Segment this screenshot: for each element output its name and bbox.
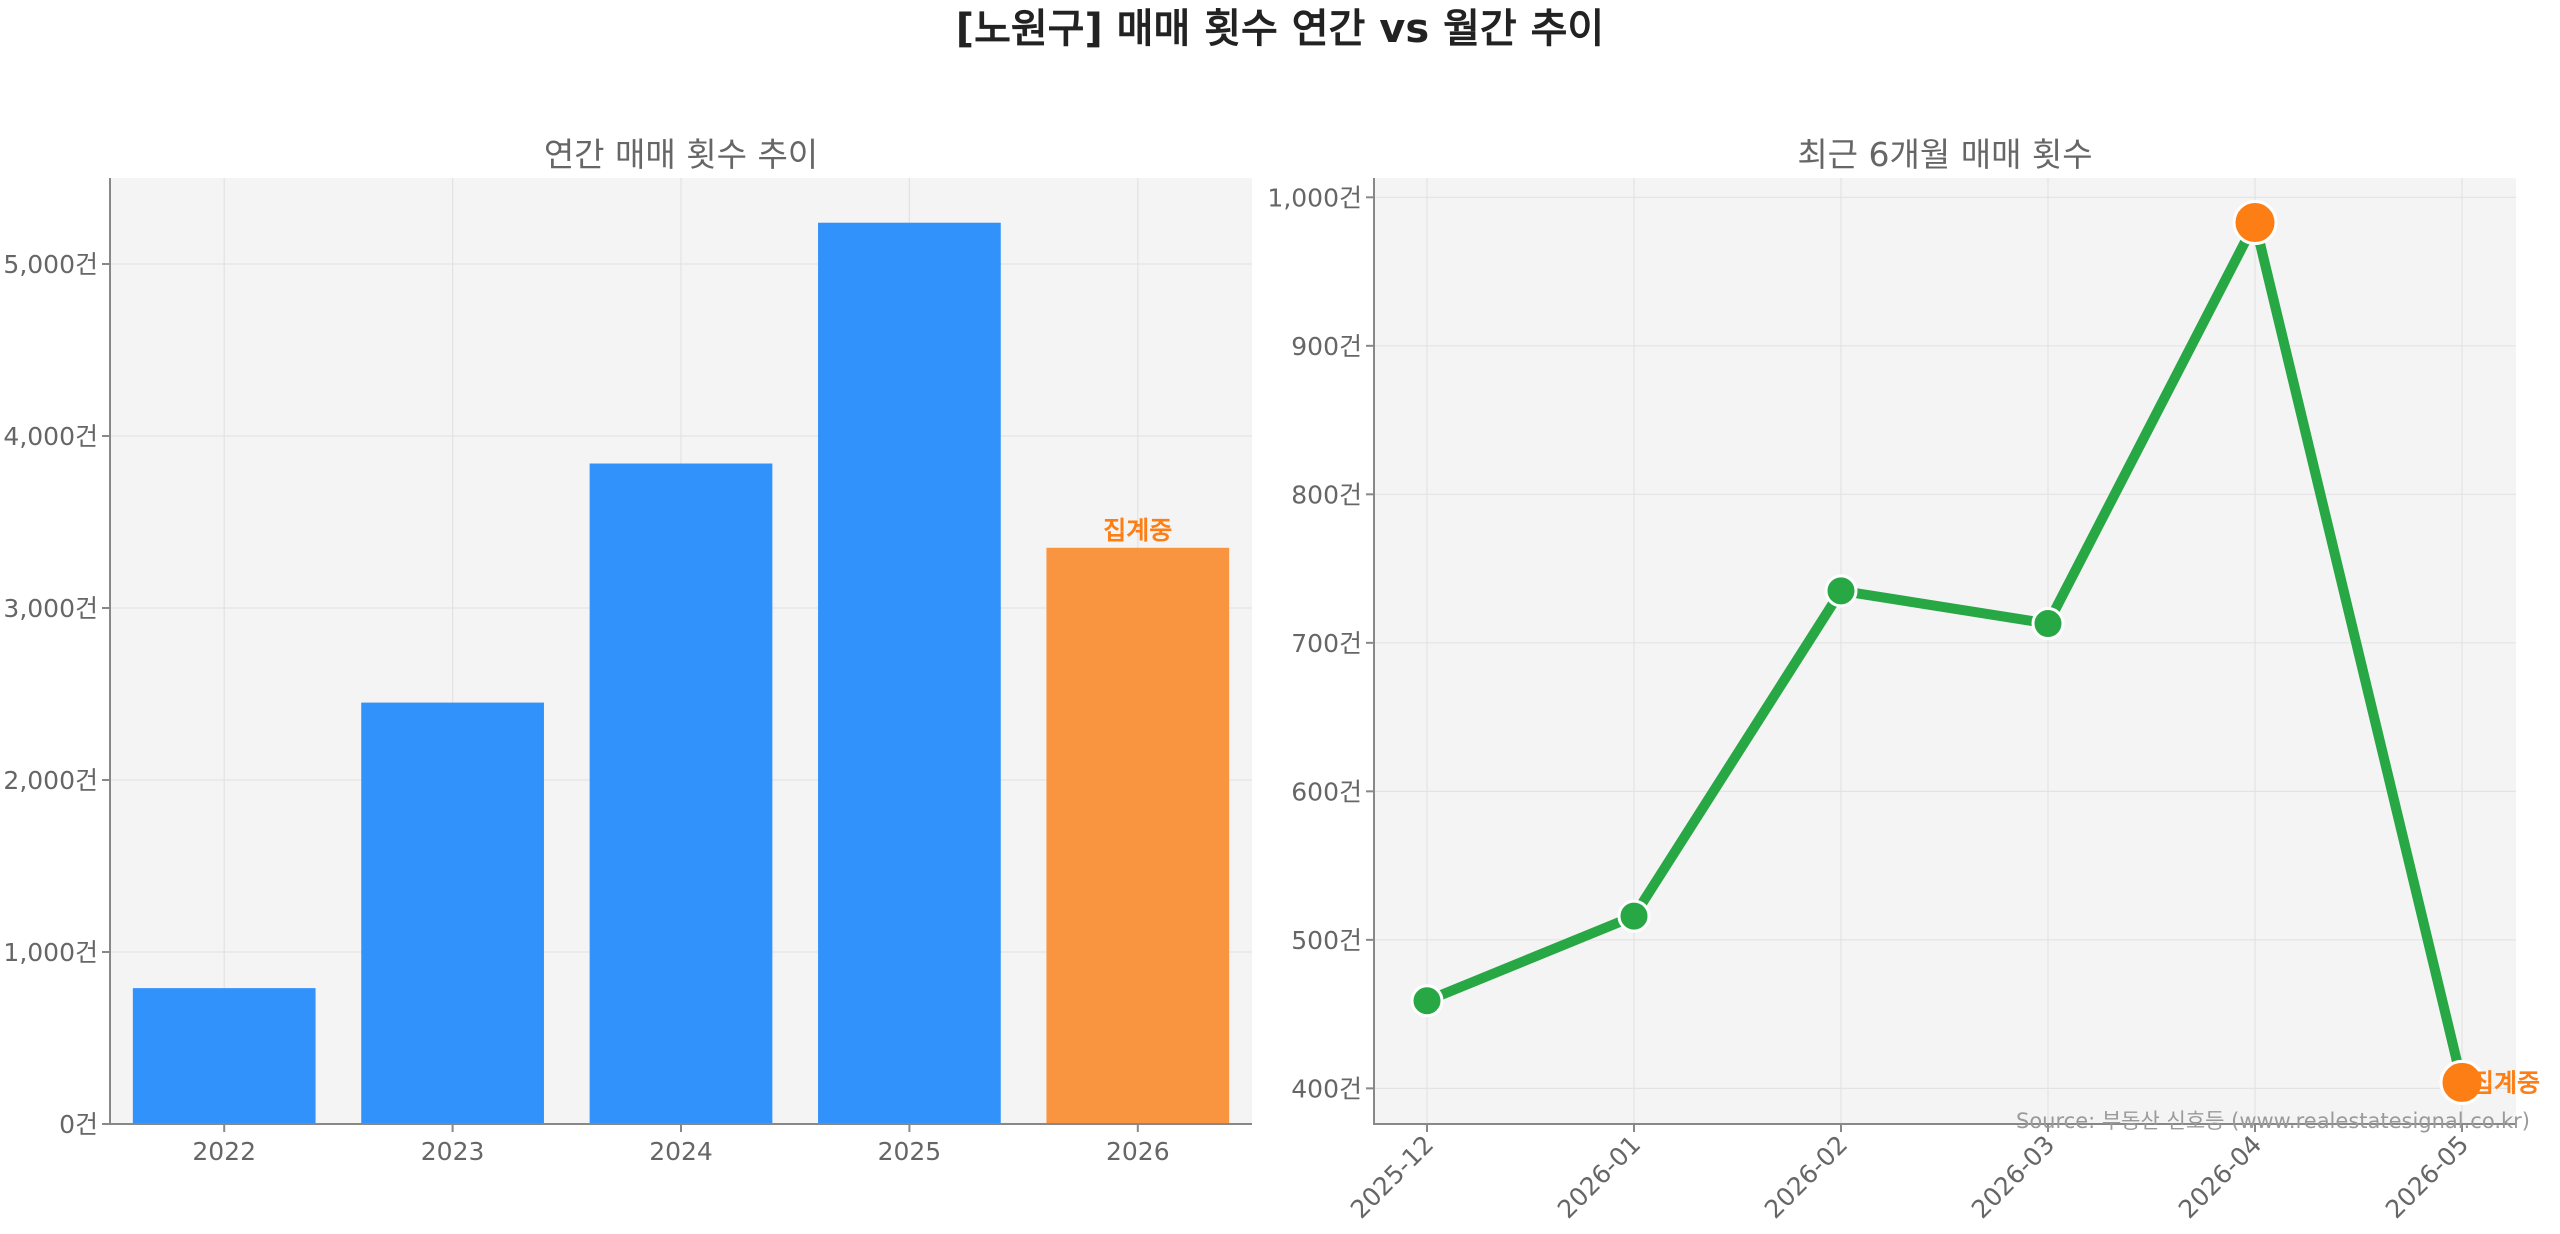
bar-2024	[589, 463, 773, 1124]
line-point-2026-03	[2031, 607, 2065, 641]
bar-x-tick-label: 2024	[649, 1137, 713, 1166]
bar-chart-x-ticks: 2022 2023 2024 2025 2026	[192, 1124, 1170, 1166]
bar-status-label: 집계중	[1103, 516, 1172, 545]
line-chart-series: 집계중	[1410, 200, 2540, 1105]
line-y-tick-label: 700건	[1291, 629, 1362, 658]
bar-y-tick-label: 0건	[59, 1110, 98, 1139]
monthly-line-chart: 집계중 400건 500건 600건 700건 800건 900건 1,000건 2025-…	[1267, 135, 2540, 1224]
line-y-tick-label: 500건	[1291, 926, 1362, 955]
bar-2026	[1046, 547, 1230, 1124]
line-y-tick-label: 1,000건	[1267, 183, 1362, 212]
annual-bar-chart: 집계중 0건 1,000건 2,000건 3,000건 4,000건 5,000건 202…	[3, 135, 1252, 1166]
bar-x-tick-label: 2025	[878, 1137, 942, 1166]
line-point-2025-12	[1410, 984, 1444, 1018]
line-y-tick-label: 900건	[1291, 332, 1362, 361]
line-point-2026-05	[2439, 1059, 2485, 1105]
line-chart-title: 최근 6개월 매매 횟수	[1797, 135, 2092, 174]
source-credit: Source: 부동산 신호등 (www.realestatesignal.co…	[2016, 1109, 2530, 1133]
bar-2025	[818, 222, 1001, 1125]
bar-y-tick-label: 5,000건	[3, 250, 98, 279]
line-chart-y-ticks: 400건 500건 600건 700건 800건 900건 1,000건	[1267, 183, 1374, 1103]
line-point-2026-01	[1617, 899, 1651, 933]
bar-x-tick-label: 2022	[192, 1137, 256, 1166]
bar-y-tick-label: 2,000건	[3, 766, 98, 795]
line-series	[1422, 217, 2467, 1088]
figure-title: [노원구] 매매 횟수 연간 vs 월간 추이	[956, 6, 1604, 52]
line-chart-x-ticks: 2025-12 2026-01 2026-02 2026-03 2026-04 2026-…	[1345, 1124, 2474, 1224]
line-chart-plot-area	[1374, 178, 2516, 1124]
bar-chart-title: 연간 매매 횟수 추이	[544, 135, 818, 174]
bar-2022	[132, 988, 316, 1124]
line-x-tick-label: 2026-03	[1966, 1130, 2060, 1224]
line-point-2026-02	[1824, 574, 1858, 608]
line-point-2026-04	[2232, 200, 2278, 246]
bar-y-tick-label: 4,000건	[3, 422, 98, 451]
line-y-tick-label: 400건	[1291, 1074, 1362, 1103]
bar-y-tick-label: 1,000건	[3, 938, 98, 967]
bar-2023	[361, 702, 544, 1124]
line-y-tick-label: 800건	[1291, 480, 1362, 509]
bar-x-tick-label: 2026	[1106, 1137, 1170, 1166]
line-y-tick-label: 600건	[1291, 777, 1362, 806]
line-x-tick-label: 2026-02	[1759, 1130, 1853, 1224]
line-status-label: 집계중	[2471, 1068, 2540, 1097]
line-x-tick-label: 2025-12	[1345, 1130, 1439, 1224]
line-x-tick-label: 2026-05	[2380, 1130, 2474, 1224]
line-x-tick-label: 2026-01	[1552, 1130, 1646, 1224]
bar-chart-bars: 집계중	[132, 222, 1230, 1125]
line-x-tick-label: 2026-04	[2173, 1130, 2267, 1224]
bar-y-tick-label: 3,000건	[3, 594, 98, 623]
bar-x-tick-label: 2023	[421, 1137, 485, 1166]
bar-chart-y-ticks: 0건 1,000건 2,000건 3,000건 4,000건 5,000건	[3, 250, 110, 1139]
